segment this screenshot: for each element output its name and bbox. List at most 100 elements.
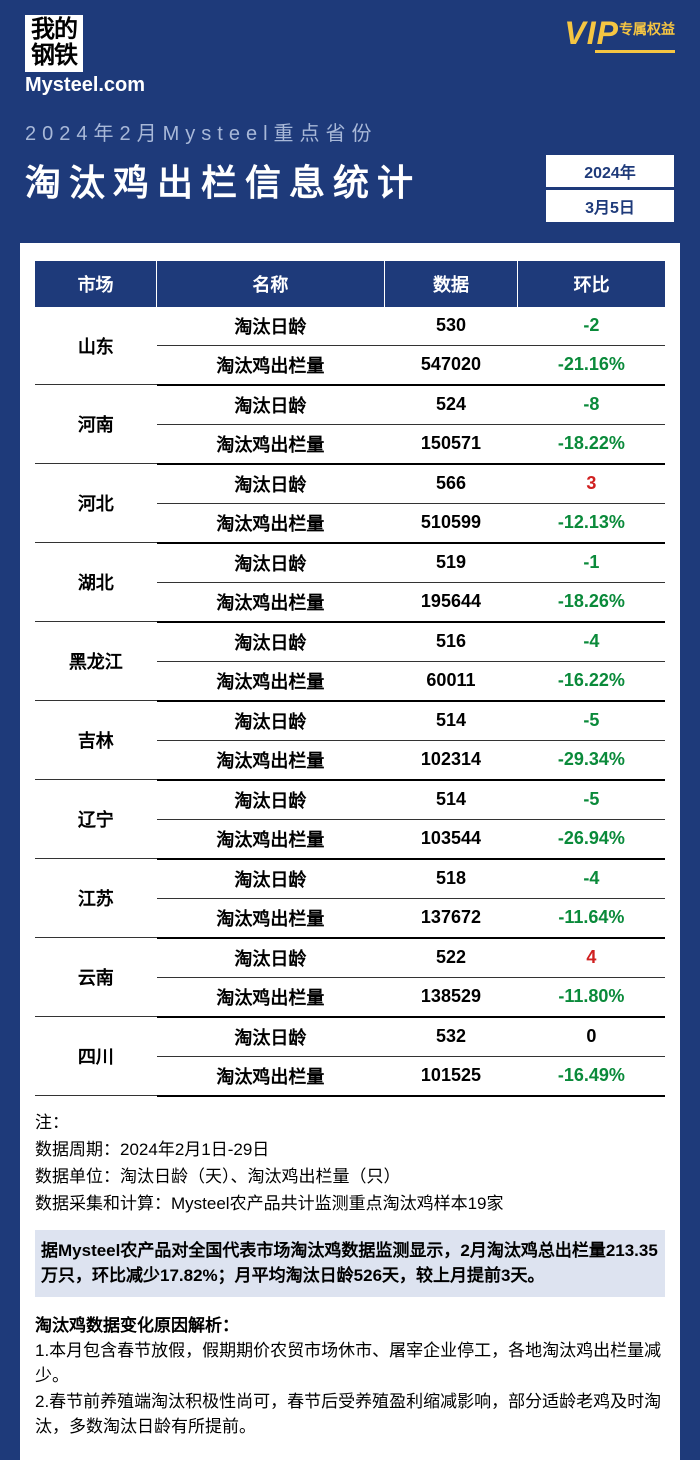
market-cell: 四川 bbox=[35, 1017, 157, 1096]
notes-period: 数据周期：2024年2月1日-29日 bbox=[35, 1136, 665, 1163]
metric-value: 514 bbox=[384, 780, 518, 820]
market-cell: 山东 bbox=[35, 307, 157, 385]
analysis: 淘汰鸡数据变化原因解析： 1.本月包含春节放假，假期期价农贸市场休市、屠宰企业停… bbox=[35, 1311, 665, 1440]
market-cell: 辽宁 bbox=[35, 780, 157, 859]
metric-change: -21.16% bbox=[518, 345, 665, 385]
metric-name: 淘汰鸡出栏量 bbox=[157, 582, 385, 622]
market-cell: 河南 bbox=[35, 385, 157, 464]
metric-change: -29.34% bbox=[518, 740, 665, 780]
metric-name: 淘汰鸡出栏量 bbox=[157, 503, 385, 543]
metric-name: 淘汰日龄 bbox=[157, 938, 385, 978]
title-section: 2024年2月Mysteel重点省份 淘汰鸡出栏信息统计 2024年 3月5日 bbox=[0, 107, 700, 243]
date-day: 3月5日 bbox=[545, 189, 675, 223]
table-row: 吉林淘汰日龄514-5 bbox=[35, 701, 665, 741]
metric-value: 137672 bbox=[384, 898, 518, 938]
logo-en: Mysteel.com bbox=[25, 74, 145, 97]
table-row: 河南淘汰日龄524-8 bbox=[35, 385, 665, 425]
market-cell: 河北 bbox=[35, 464, 157, 543]
metric-value: 530 bbox=[384, 307, 518, 346]
market-cell: 黑龙江 bbox=[35, 622, 157, 701]
metric-value: 514 bbox=[384, 701, 518, 741]
metric-change: 4 bbox=[518, 938, 665, 978]
metric-value: 566 bbox=[384, 464, 518, 504]
metric-value: 532 bbox=[384, 1017, 518, 1057]
metric-name: 淘汰日龄 bbox=[157, 464, 385, 504]
metric-value: 524 bbox=[384, 385, 518, 425]
metric-value: 101525 bbox=[384, 1056, 518, 1096]
metric-change: -1 bbox=[518, 543, 665, 583]
metric-change: -4 bbox=[518, 859, 665, 899]
table-row: 江苏淘汰日龄518-4 bbox=[35, 859, 665, 899]
vip-sub: 专属权益 bbox=[619, 19, 675, 39]
metric-name: 淘汰日龄 bbox=[157, 385, 385, 425]
col-name: 名称 bbox=[157, 261, 385, 307]
market-cell: 云南 bbox=[35, 938, 157, 1017]
metric-name: 淘汰鸡出栏量 bbox=[157, 424, 385, 464]
col-change: 环比 bbox=[518, 261, 665, 307]
metric-value: 518 bbox=[384, 859, 518, 899]
metric-change: -4 bbox=[518, 622, 665, 662]
metric-name: 淘汰鸡出栏量 bbox=[157, 819, 385, 859]
metric-change: -18.22% bbox=[518, 424, 665, 464]
table-row: 四川淘汰日龄5320 bbox=[35, 1017, 665, 1057]
metric-change: -16.22% bbox=[518, 661, 665, 701]
logo: 我的钢铁 Mysteel.com bbox=[25, 15, 145, 97]
metric-change: -11.80% bbox=[518, 977, 665, 1017]
analysis-item-2: 2.春节前养殖端淘汰积极性尚可，春节后受养殖盈利缩减影响，部分适龄老鸡及时淘汰，… bbox=[35, 1389, 665, 1440]
metric-change: -2 bbox=[518, 307, 665, 346]
main-title: 淘汰鸡出栏信息统计 bbox=[25, 154, 537, 223]
table-header-row: 市场 名称 数据 环比 bbox=[35, 261, 665, 307]
metric-name: 淘汰鸡出栏量 bbox=[157, 1056, 385, 1096]
metric-name: 淘汰日龄 bbox=[157, 622, 385, 662]
table-row: 黑龙江淘汰日龄516-4 bbox=[35, 622, 665, 662]
metric-name: 淘汰日龄 bbox=[157, 780, 385, 820]
header: 我的钢铁 Mysteel.com VIP专属权益 bbox=[0, 0, 700, 107]
metric-value: 522 bbox=[384, 938, 518, 978]
metric-name: 淘汰鸡出栏量 bbox=[157, 977, 385, 1017]
notes-source: 数据采集和计算：Mysteel农产品共计监测重点淘汰鸡样本19家 bbox=[35, 1190, 665, 1217]
col-market: 市场 bbox=[35, 261, 157, 307]
metric-change: -5 bbox=[518, 780, 665, 820]
market-cell: 江苏 bbox=[35, 859, 157, 938]
metric-value: 195644 bbox=[384, 582, 518, 622]
metric-name: 淘汰日龄 bbox=[157, 859, 385, 899]
metric-value: 547020 bbox=[384, 345, 518, 385]
analysis-title: 淘汰鸡数据变化原因解析： bbox=[35, 1311, 665, 1336]
table-row: 湖北淘汰日龄519-1 bbox=[35, 543, 665, 583]
metric-change: -16.49% bbox=[518, 1056, 665, 1096]
subtitle: 2024年2月Mysteel重点省份 bbox=[25, 117, 675, 146]
notes: 注： 数据周期：2024年2月1日-29日 数据单位：淘汰日龄（天）、淘汰鸡出栏… bbox=[35, 1109, 665, 1218]
table-row: 山东淘汰日龄530-2 bbox=[35, 307, 665, 346]
metric-change: -12.13% bbox=[518, 503, 665, 543]
market-cell: 吉林 bbox=[35, 701, 157, 780]
vip-badge: VIP专属权益 bbox=[564, 15, 675, 53]
notes-label: 注： bbox=[35, 1109, 665, 1136]
metric-name: 淘汰鸡出栏量 bbox=[157, 898, 385, 938]
table-row: 河北淘汰日龄5663 bbox=[35, 464, 665, 504]
metric-value: 102314 bbox=[384, 740, 518, 780]
metric-change: -8 bbox=[518, 385, 665, 425]
metric-name: 淘汰鸡出栏量 bbox=[157, 661, 385, 701]
table-row: 辽宁淘汰日龄514-5 bbox=[35, 780, 665, 820]
metric-value: 103544 bbox=[384, 819, 518, 859]
metric-name: 淘汰日龄 bbox=[157, 543, 385, 583]
metric-change: 0 bbox=[518, 1017, 665, 1057]
date-year: 2024年 bbox=[545, 154, 675, 189]
metric-change: -26.94% bbox=[518, 819, 665, 859]
date-box: 2024年 3月5日 bbox=[545, 154, 675, 223]
metric-change: -11.64% bbox=[518, 898, 665, 938]
metric-name: 淘汰日龄 bbox=[157, 1017, 385, 1057]
metric-change: 3 bbox=[518, 464, 665, 504]
metric-value: 516 bbox=[384, 622, 518, 662]
metric-value: 519 bbox=[384, 543, 518, 583]
table-row: 云南淘汰日龄5224 bbox=[35, 938, 665, 978]
vip-text: VIP bbox=[564, 15, 619, 51]
highlight-summary: 据Mysteel农产品对全国代表市场淘汰鸡数据监测显示，2月淘汰鸡总出栏量213… bbox=[35, 1230, 665, 1297]
logo-cn: 我的钢铁 bbox=[25, 15, 83, 72]
metric-value: 510599 bbox=[384, 503, 518, 543]
analysis-item-1: 1.本月包含春节放假，假期期价农贸市场休市、屠宰企业停工，各地淘汰鸡出栏量减少。 bbox=[35, 1338, 665, 1389]
notes-unit: 数据单位：淘汰日龄（天）、淘汰鸡出栏量（只） bbox=[35, 1163, 665, 1190]
metric-name: 淘汰日龄 bbox=[157, 307, 385, 346]
metric-value: 150571 bbox=[384, 424, 518, 464]
metric-name: 淘汰鸡出栏量 bbox=[157, 740, 385, 780]
